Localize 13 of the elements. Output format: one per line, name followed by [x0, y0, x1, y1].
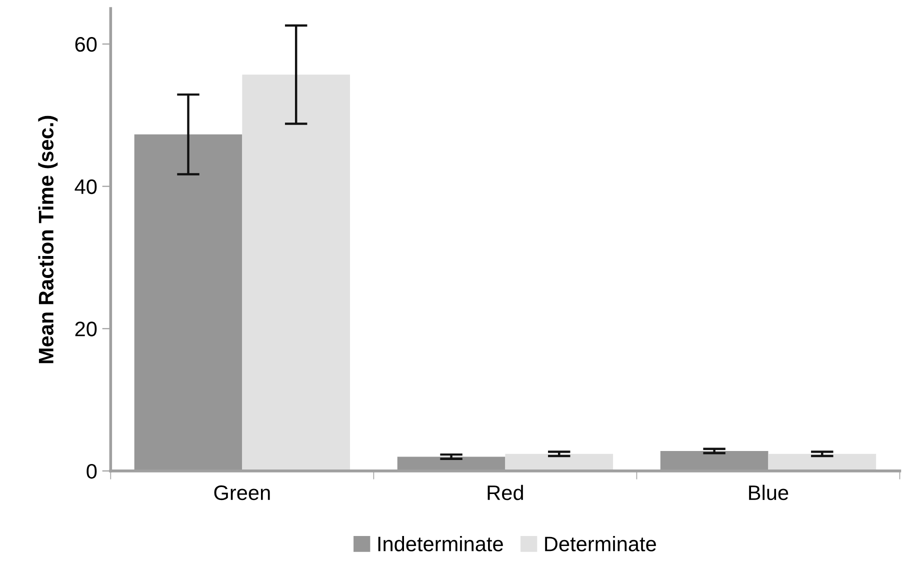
x-tick-label: Blue: [749, 484, 788, 500]
bar: [768, 454, 876, 471]
legend-label: Determinate: [545, 536, 656, 552]
y-tick-label: 60: [75, 37, 97, 52]
legend-label: Indeterminate: [378, 536, 503, 552]
x-tick-label: Green: [214, 485, 270, 500]
y-tick-label: 20: [75, 322, 97, 336]
bar: [242, 74, 350, 471]
x-tick-label: Red: [488, 484, 523, 500]
y-axis-title: Mean Raction Time (sec.): [38, 116, 58, 364]
y-tick-label: 0: [86, 464, 97, 479]
bar: [505, 454, 614, 471]
y-tick-label: 40: [74, 179, 97, 194]
